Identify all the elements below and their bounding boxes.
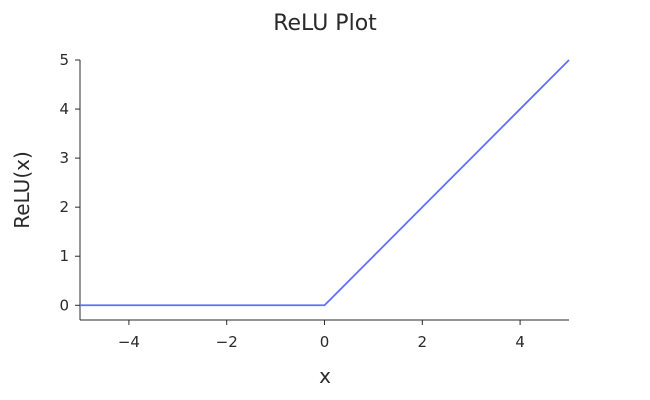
x-axis-label: x [319,364,331,388]
x-tick-label: 0 [320,333,330,351]
y-tick-label: 2 [59,198,69,216]
x-tick-label: 4 [515,333,525,351]
axes: −4 −2 0 2 4 0 1 2 3 4 5 [59,51,569,351]
series-layer [80,59,570,307]
relu-series-line [80,59,570,307]
y-tick-label: 5 [59,51,69,69]
chart-title: ReLU Plot [273,11,377,36]
x-tick-label: 2 [418,333,428,351]
x-tick-label: −2 [216,333,238,351]
y-tick-label: 4 [59,100,69,118]
x-tick-label: −4 [118,333,140,351]
y-tick-label: 0 [59,296,69,314]
y-tick-label: 3 [59,149,69,167]
y-axis-label: ReLU(x) [10,151,34,229]
y-tick-label: 1 [59,247,69,265]
